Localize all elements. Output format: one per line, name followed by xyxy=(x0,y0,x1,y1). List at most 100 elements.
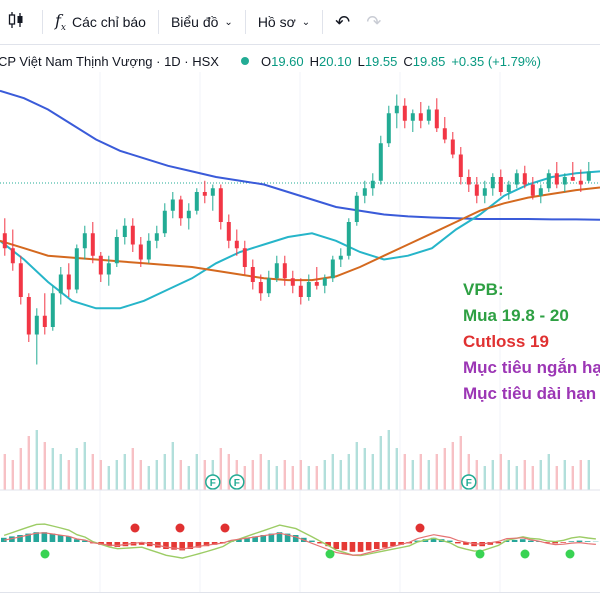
volume-bar xyxy=(484,466,486,490)
volume-bar xyxy=(36,430,38,490)
volume-bar xyxy=(52,448,54,490)
volume-bar xyxy=(60,454,62,490)
candle-body xyxy=(11,248,15,263)
candle-body xyxy=(299,286,303,297)
volume-bar xyxy=(580,460,582,490)
candle-body xyxy=(275,263,279,278)
candle-body xyxy=(203,192,207,196)
volume-bar xyxy=(284,460,286,490)
change-value: +0.35 (+1.79%) xyxy=(451,54,541,69)
candle-body xyxy=(331,260,335,279)
volume-bar xyxy=(396,448,398,490)
candle-body xyxy=(403,106,407,121)
candle-body xyxy=(259,282,263,293)
volume-bar xyxy=(260,454,262,490)
volume-bar xyxy=(156,460,158,490)
volume-bar xyxy=(180,460,182,490)
volume-marker-label: F xyxy=(210,478,216,489)
candle-body xyxy=(267,278,271,293)
volume-bar xyxy=(404,454,406,490)
indicators-label: Các chỉ báo xyxy=(72,14,146,30)
volume-bar xyxy=(572,466,574,490)
candle-style-button[interactable] xyxy=(0,0,38,44)
candle-body xyxy=(323,278,327,286)
volume-bar xyxy=(44,442,46,490)
candlestick-icon xyxy=(8,11,24,34)
volume-bar xyxy=(196,454,198,490)
volume-bar xyxy=(500,454,502,490)
macd-histogram-bar xyxy=(309,541,315,542)
volume-bar xyxy=(116,460,118,490)
candle-body xyxy=(131,226,135,245)
candle-body xyxy=(307,282,311,297)
candle-body xyxy=(363,188,367,196)
volume-bar xyxy=(140,460,142,490)
volume-bar xyxy=(108,466,110,490)
candle-body xyxy=(27,297,31,335)
candle-body xyxy=(67,275,71,290)
macd-histogram-bar xyxy=(366,542,372,550)
profile-dropdown[interactable]: Hồ sơ ⌄ xyxy=(250,0,318,44)
symbol-legend: CP Việt Nam Thịnh Vượng · 1D · HSX O19.6… xyxy=(0,50,600,72)
chart-type-dropdown[interactable]: Biểu đồ ⌄ xyxy=(163,0,241,44)
macd-histogram-bar xyxy=(342,542,348,550)
volume-bar xyxy=(4,454,6,490)
candle-body xyxy=(187,211,191,219)
candle-body xyxy=(75,248,79,289)
top-toolbar: fx Các chỉ báo Biểu đồ ⌄ Hồ sơ ⌄ ↶ ↷ xyxy=(0,0,600,45)
candle-body xyxy=(531,185,535,196)
candle-body xyxy=(539,188,543,196)
macd-sell-signal xyxy=(416,524,425,533)
annotation-ticker: VPB: xyxy=(463,280,504,299)
candle-body xyxy=(475,185,479,196)
macd-buy-signal xyxy=(326,550,335,559)
volume-bar xyxy=(412,460,414,490)
candle-body xyxy=(139,245,143,260)
undo-button[interactable]: ↶ xyxy=(327,0,358,44)
candle-body xyxy=(291,278,295,286)
volume-bar xyxy=(164,454,166,490)
indicators-button[interactable]: fx Các chỉ báo xyxy=(47,0,154,44)
volume-bar xyxy=(308,466,310,490)
macd-histogram-bar xyxy=(512,540,518,542)
volume-bar xyxy=(76,448,78,490)
candle-body xyxy=(451,140,455,155)
volume-bar xyxy=(508,460,510,490)
volume-marker-label: F xyxy=(234,478,240,489)
volume-bar xyxy=(340,460,342,490)
candle-body xyxy=(499,177,503,192)
function-icon: fx xyxy=(55,11,66,33)
close-value: 19.85 xyxy=(413,54,446,69)
macd-histogram-bar xyxy=(520,539,526,542)
annotation-long-target: Mục tiêu dài hạn xyxy=(463,384,596,403)
volume-bar xyxy=(524,460,526,490)
macd-histogram-bar xyxy=(42,532,48,542)
candle-body xyxy=(251,267,255,282)
annotation-short-target: Mục tiêu ngắn hạn xyxy=(463,358,600,377)
volume-bar xyxy=(476,460,478,490)
candle-body xyxy=(171,200,175,211)
volume-bar xyxy=(68,460,70,490)
volume-bar xyxy=(364,448,366,490)
volume-bar xyxy=(428,460,430,490)
candle-body xyxy=(411,113,415,121)
open-value: 19.60 xyxy=(271,54,304,69)
profile-label: Hồ sơ xyxy=(258,14,296,30)
undo-icon: ↶ xyxy=(335,12,350,33)
macd-sell-signal xyxy=(221,524,230,533)
volume-bar xyxy=(292,466,294,490)
volume-bar xyxy=(332,454,334,490)
redo-icon: ↷ xyxy=(366,12,381,33)
volume-bar xyxy=(132,448,134,490)
macd-histogram-bar xyxy=(333,542,339,549)
redo-button[interactable]: ↷ xyxy=(358,0,389,44)
candle-body xyxy=(579,181,583,185)
candle-body xyxy=(155,233,159,241)
annotation-buy: Mua 19.8 - 20 xyxy=(463,306,569,325)
volume-bar xyxy=(548,454,550,490)
candle-body xyxy=(339,256,343,260)
candle-body xyxy=(99,256,103,275)
volume-bar xyxy=(436,454,438,490)
chevron-down-icon: ⌄ xyxy=(224,17,232,28)
